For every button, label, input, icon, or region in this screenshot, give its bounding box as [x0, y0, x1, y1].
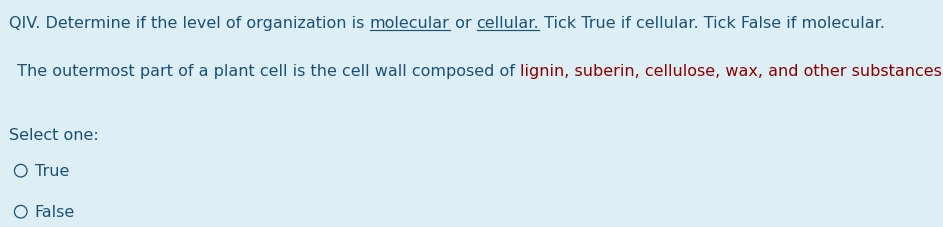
Text: Tick True if cellular. Tick False if molecular.: Tick True if cellular. Tick False if mol… — [539, 16, 885, 31]
Text: QIV. Determine if the level of organization is: QIV. Determine if the level of organizat… — [9, 16, 370, 31]
Text: molecular: molecular — [370, 16, 450, 31]
Text: cellular.: cellular. — [476, 16, 539, 31]
Text: Select one:: Select one: — [9, 127, 99, 142]
Text: The outermost part of a plant cell is the cell wall composed of: The outermost part of a plant cell is th… — [12, 64, 521, 79]
Text: lignin, suberin, cellulose, wax, and other substances.: lignin, suberin, cellulose, wax, and oth… — [521, 64, 943, 79]
Text: True: True — [35, 163, 69, 178]
Text: False: False — [35, 204, 74, 219]
Text: or: or — [450, 16, 476, 31]
